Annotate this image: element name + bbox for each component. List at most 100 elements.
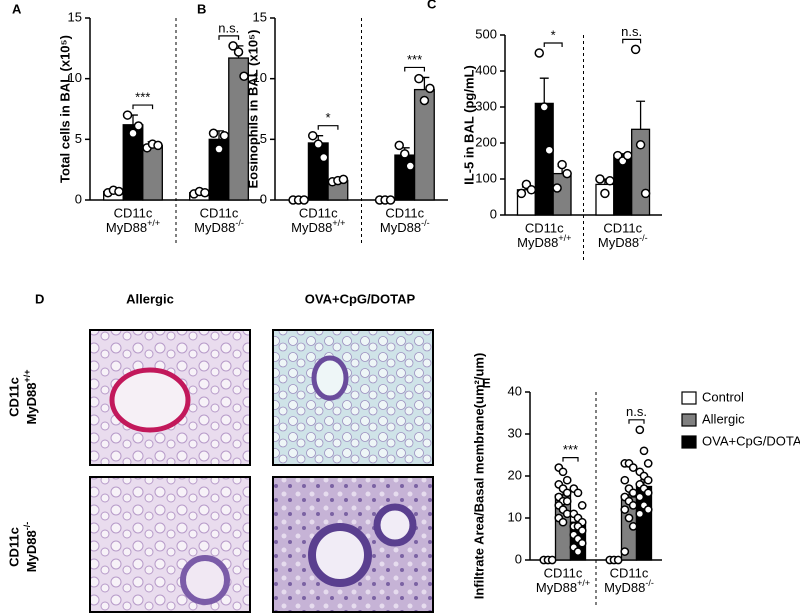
data-point <box>562 475 572 485</box>
label-sup: +/+ <box>577 578 590 588</box>
legend-label: OVA+CpG/DOTAP <box>702 433 800 448</box>
y-tick-label: 0 <box>490 206 497 221</box>
label-line: CD11c <box>603 220 642 235</box>
label-sup: +/+ <box>558 233 571 243</box>
data-point <box>319 152 329 163</box>
label-line: CD11c <box>114 205 153 220</box>
data-point <box>425 83 435 94</box>
data-point <box>613 555 623 565</box>
label-main: MyD88 <box>24 530 39 572</box>
label-line: MyD88-/- <box>22 522 39 572</box>
legend-swatch <box>681 435 697 449</box>
y-tick-label: 20 <box>508 467 522 482</box>
label-line: CD11c <box>6 377 21 417</box>
significance-label: *** <box>563 442 578 457</box>
y-tick-label: 10 <box>253 70 267 85</box>
data-point <box>208 128 219 139</box>
histology-image <box>272 329 434 466</box>
y-tick-label: 400 <box>475 62 497 77</box>
data-point <box>628 488 638 498</box>
label-sup: +/+ <box>332 218 345 228</box>
airway <box>308 523 372 587</box>
data-point <box>239 71 249 81</box>
data-point <box>405 161 416 171</box>
label-line: MyD88-/- <box>604 578 654 595</box>
data-point <box>635 509 645 519</box>
legend-swatch <box>681 413 697 427</box>
data-point <box>635 425 645 435</box>
data-point <box>620 475 630 485</box>
data-point <box>620 547 630 556</box>
label-line: MyD88+/+ <box>291 218 345 235</box>
label-line: CD11c <box>6 527 21 567</box>
significance-label: n.s. <box>626 404 647 419</box>
significance-label: n.s. <box>218 20 239 35</box>
label-sup: -/- <box>421 218 430 228</box>
data-point <box>219 130 230 141</box>
y-tick-label: 0 <box>515 551 522 566</box>
y-tick-label: 15 <box>68 9 82 24</box>
panel-letter: A <box>12 1 22 16</box>
y-tick-label: 10 <box>508 509 522 524</box>
y-tick-label: 0 <box>260 191 267 206</box>
y-tick-label: 0 <box>75 191 82 206</box>
airway <box>373 503 417 547</box>
data-point <box>620 505 630 514</box>
data-point <box>534 48 545 58</box>
label-line: CD11c <box>385 205 424 220</box>
label-line: MyD88-/- <box>194 218 244 235</box>
label-line: CD11c <box>544 565 583 580</box>
y-tick-label: 5 <box>75 131 82 146</box>
label-sup: -/- <box>645 578 654 588</box>
significance-bracket <box>543 42 563 47</box>
column-header: OVA+CpG/DOTAP <box>305 291 416 306</box>
data-point <box>128 128 138 139</box>
data-point <box>595 174 605 184</box>
label-main: MyD88 <box>291 220 332 235</box>
data-point <box>547 555 557 565</box>
data-point <box>557 159 567 170</box>
data-point <box>539 102 549 112</box>
y-tick-label: 100 <box>475 170 497 185</box>
data-point <box>122 110 133 120</box>
data-point <box>307 130 318 141</box>
significance-label: *** <box>135 90 150 105</box>
data-point <box>643 459 653 468</box>
data-point <box>605 176 615 186</box>
bar <box>413 88 435 201</box>
data-point <box>385 195 396 205</box>
significance-bracket <box>404 66 426 72</box>
significance-bracket <box>218 35 240 40</box>
label-main: MyD88 <box>517 235 558 250</box>
label-sup: -/- <box>235 218 244 228</box>
data-point <box>313 139 323 149</box>
data-point <box>114 186 124 197</box>
data-point <box>635 140 646 150</box>
bar <box>307 142 329 201</box>
label-sup: +/+ <box>22 370 32 383</box>
data-point <box>133 121 144 131</box>
data-point <box>562 496 572 506</box>
data-point <box>200 187 210 198</box>
label-line: MyD88+/+ <box>517 233 571 250</box>
data-point <box>558 467 568 477</box>
significance-bracket <box>628 419 645 424</box>
label-main: MyD88 <box>598 235 639 250</box>
data-point <box>577 501 587 510</box>
data-point <box>419 95 430 106</box>
significance-bracket <box>622 38 642 44</box>
label-sup: -/- <box>639 233 648 243</box>
y-tick-label: 40 <box>508 383 522 398</box>
label-line: MyD88-/- <box>598 233 648 250</box>
bar <box>142 144 163 201</box>
significance-bracket <box>317 125 339 130</box>
panel-letter: C <box>427 0 437 11</box>
data-point <box>630 44 641 55</box>
data-point <box>628 501 638 510</box>
y-tick-label: 5 <box>260 131 267 146</box>
label-line: CD11c <box>299 205 338 220</box>
data-point <box>628 522 638 531</box>
data-point <box>552 183 562 193</box>
data-point <box>526 185 537 195</box>
significance-bracket <box>132 104 154 110</box>
